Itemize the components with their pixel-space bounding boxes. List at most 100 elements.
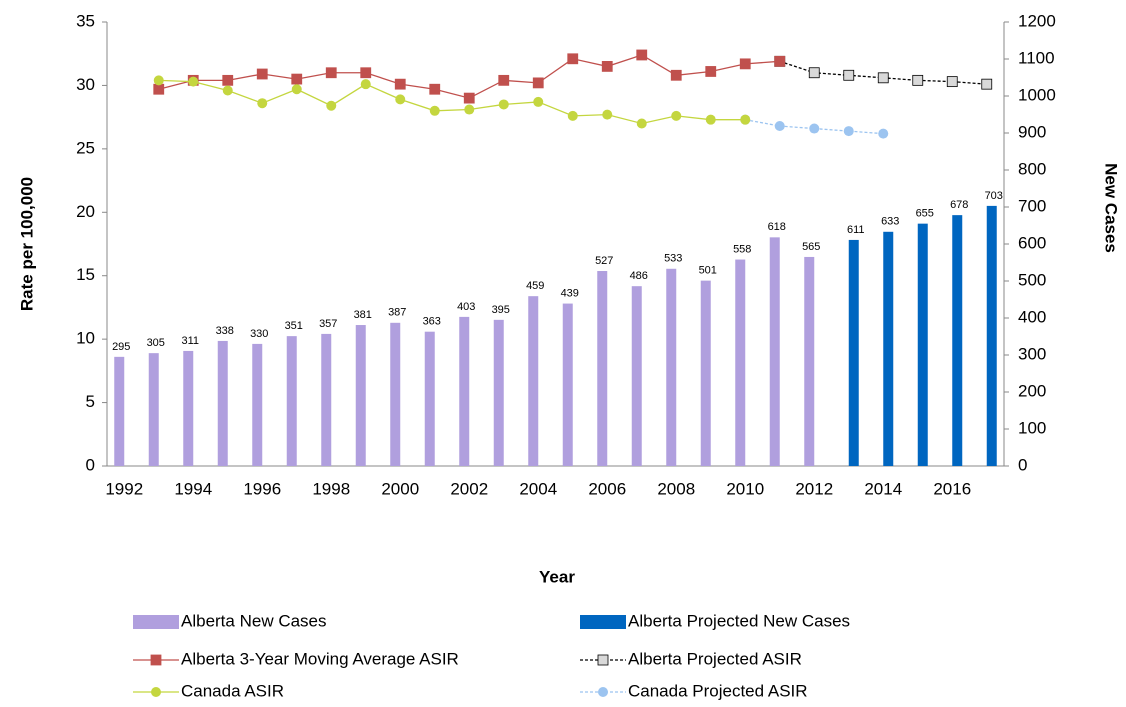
bar (631, 286, 642, 466)
value-label: 655 (916, 208, 934, 220)
bar (917, 223, 928, 466)
marker (188, 76, 199, 87)
legend-marker (150, 654, 162, 666)
x-tick-label: 1996 (243, 479, 281, 498)
marker (671, 110, 682, 121)
marker (394, 78, 406, 90)
line (158, 79, 746, 125)
marker (395, 94, 406, 105)
marker (636, 49, 648, 61)
marker (153, 75, 164, 86)
bar (321, 333, 332, 466)
y-axis-title: Rate per 100,000 (17, 177, 36, 311)
value-label: 330 (250, 328, 268, 340)
bar (286, 336, 297, 466)
marker (360, 67, 372, 79)
marker (809, 123, 820, 134)
marker (464, 104, 475, 115)
y2-tick-label: 1100 (1018, 48, 1055, 67)
bar (883, 231, 894, 466)
legend-label: Alberta Projected ASIR (628, 649, 802, 668)
value-label: 611 (847, 224, 865, 236)
marker (602, 109, 613, 120)
value-label: 558 (733, 243, 751, 255)
value-label: 357 (319, 318, 337, 330)
bar (700, 280, 711, 466)
value-label: 387 (388, 307, 406, 319)
value-label: 501 (699, 265, 717, 277)
x-tick-label: 1994 (174, 479, 212, 498)
x-tick-label: 1992 (105, 479, 143, 498)
bar (355, 325, 366, 466)
value-label: 565 (802, 241, 820, 253)
marker (705, 66, 717, 77)
value-label: 459 (526, 280, 544, 292)
marker (291, 73, 303, 85)
value-label: 395 (492, 304, 510, 316)
x-tick-label: 2004 (519, 479, 557, 498)
legend-label: Alberta New Cases (181, 611, 327, 630)
marker (774, 121, 785, 132)
legend-swatch (580, 615, 626, 629)
bar (114, 356, 125, 466)
y2-axis-title: New Cases (1102, 163, 1121, 253)
y-tick-label: 10 (76, 329, 95, 348)
marker (257, 98, 268, 109)
marker (360, 79, 371, 90)
legend-marker (598, 687, 608, 697)
value-label: 533 (664, 253, 682, 265)
value-label: 311 (181, 335, 199, 347)
bar (252, 343, 263, 466)
x-tick-label: 2008 (657, 479, 695, 498)
marker (878, 128, 889, 139)
value-label: 618 (768, 221, 786, 233)
marker (843, 69, 855, 81)
bar (735, 259, 746, 466)
marker (533, 96, 544, 107)
y2-tick-label: 700 (1018, 196, 1046, 215)
marker (740, 114, 751, 125)
y2-tick-label: 400 (1018, 307, 1046, 326)
bar (597, 271, 608, 466)
marker (153, 83, 165, 95)
value-label: 678 (950, 199, 968, 211)
x-axis-title: Year (539, 567, 575, 586)
legend-marker (597, 654, 609, 666)
marker (843, 126, 854, 137)
value-label: 527 (595, 255, 613, 267)
y2-tick-label: 300 (1018, 344, 1046, 363)
marker (463, 92, 475, 104)
bar (424, 331, 435, 466)
legend-label: Alberta Projected New Cases (628, 611, 850, 630)
line (745, 119, 884, 135)
bar (848, 239, 859, 466)
y2-tick-label: 800 (1018, 159, 1046, 178)
x-tick-label: 2006 (588, 479, 626, 498)
value-label: 295 (112, 341, 130, 353)
y-tick-label: 5 (86, 392, 95, 411)
value-label: 305 (147, 337, 165, 349)
y2-tick-label: 900 (1018, 122, 1046, 141)
marker (326, 100, 337, 111)
y-tick-label: 30 (76, 75, 95, 94)
bar (952, 215, 963, 466)
y2-tick-label: 200 (1018, 381, 1046, 400)
marker (256, 68, 268, 80)
y-tick-label: 0 (86, 455, 95, 474)
y2-tick-label: 1200 (1018, 11, 1056, 30)
value-label: 351 (285, 320, 303, 332)
marker (705, 114, 716, 125)
x-tick-label: 1998 (312, 479, 350, 498)
bar (183, 350, 194, 466)
bar (459, 316, 470, 466)
bar (986, 205, 997, 466)
marker (429, 105, 440, 116)
marker (325, 67, 337, 79)
bar (528, 296, 539, 466)
legend-label: Alberta 3-Year Moving Average ASIR (181, 649, 459, 668)
marker (774, 55, 786, 67)
bar (804, 256, 815, 466)
value-label: 486 (630, 270, 648, 282)
legend-label: Canada Projected ASIR (628, 681, 808, 700)
